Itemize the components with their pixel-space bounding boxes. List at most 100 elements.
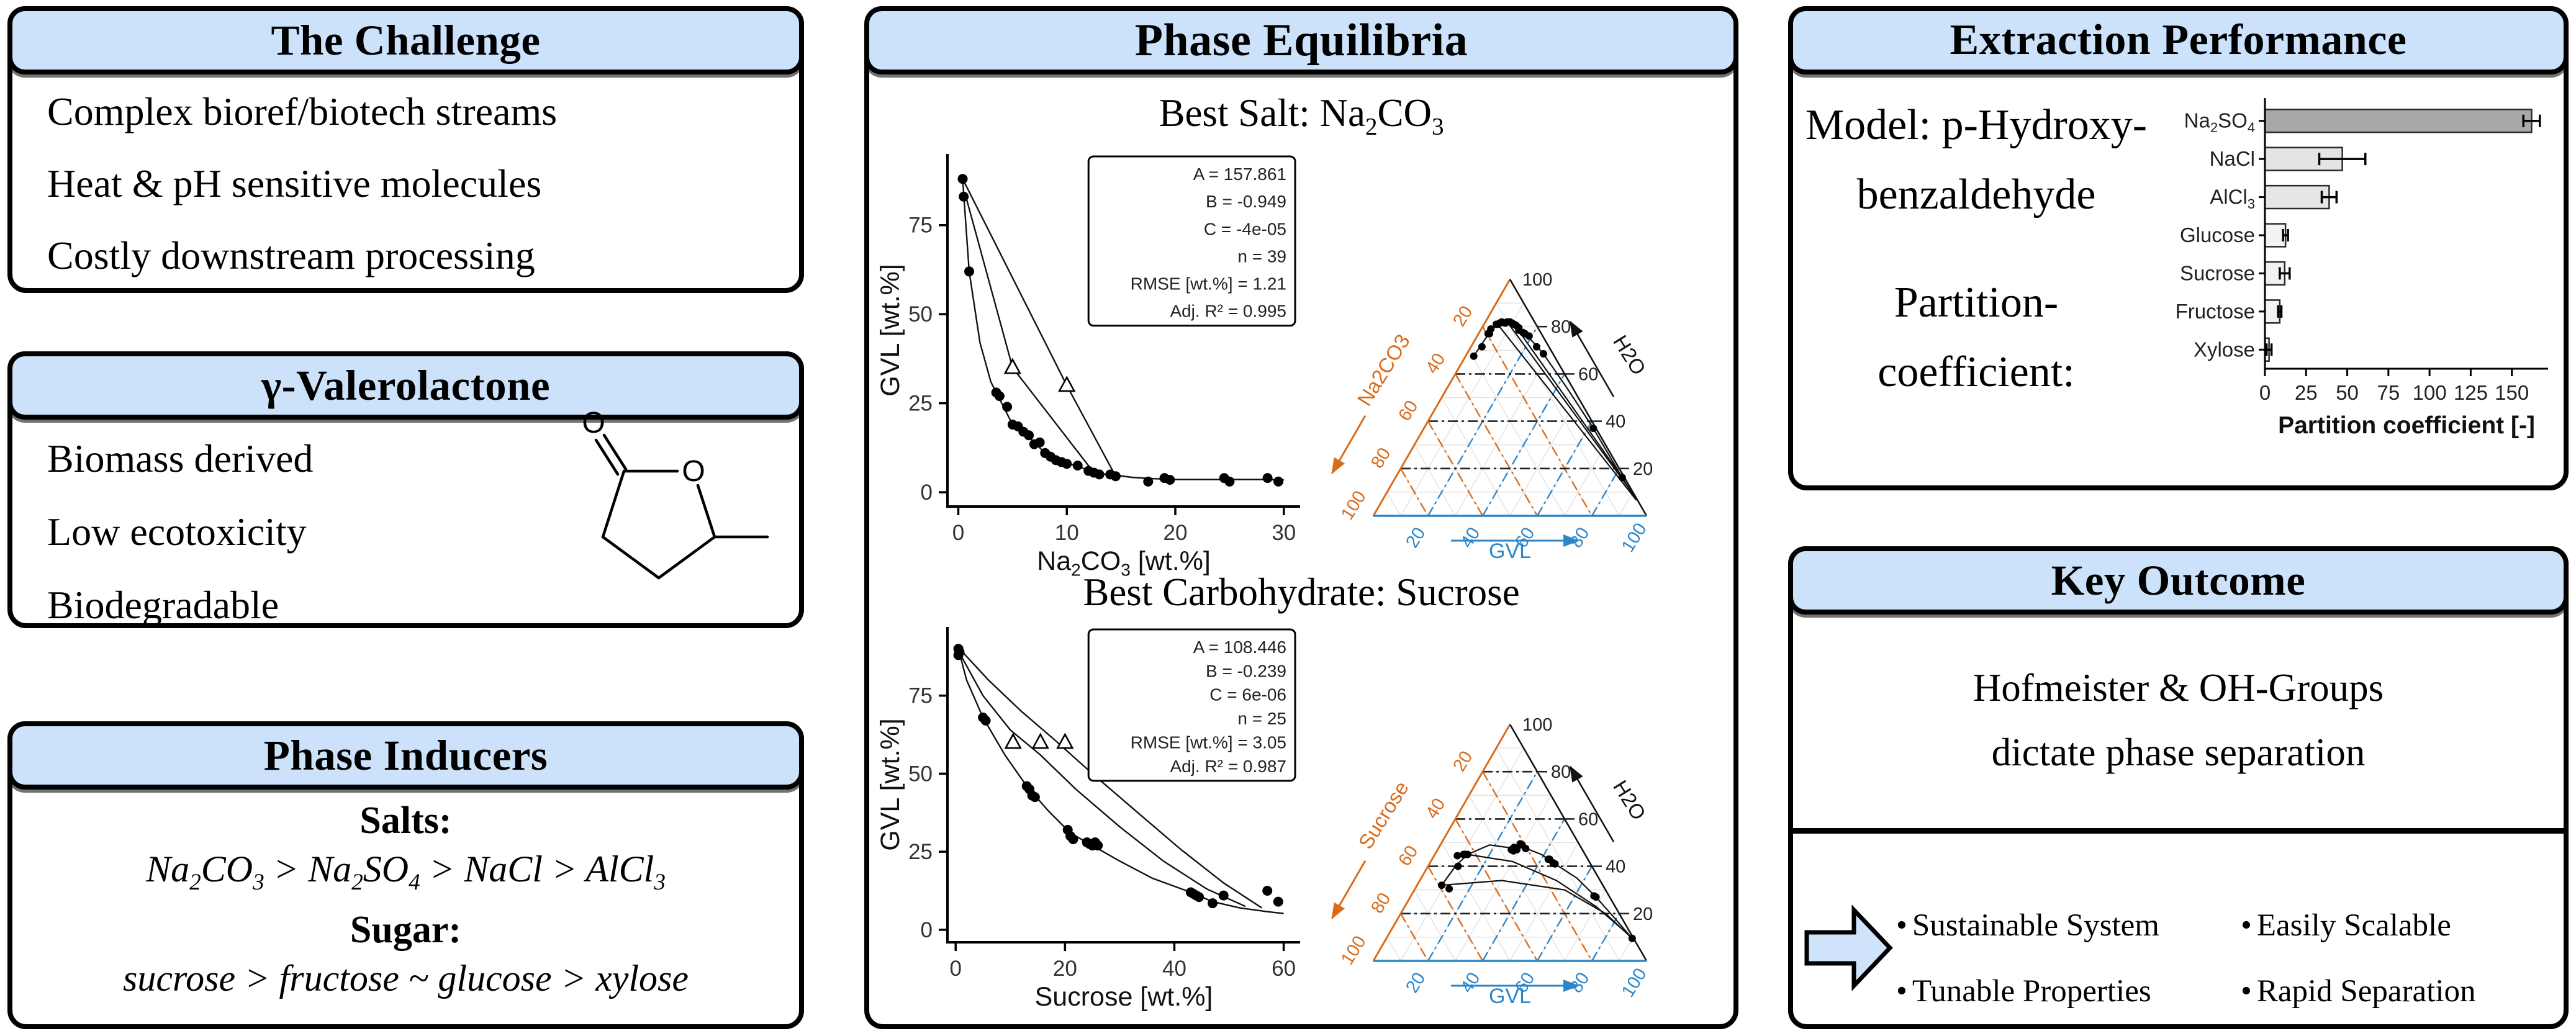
svg-text:Sucrose: Sucrose (1354, 777, 1413, 853)
svg-text:80: 80 (1367, 444, 1394, 472)
svg-text:40: 40 (1422, 795, 1449, 822)
panel-the-challenge: The Challenge Complex bioref/biotech str… (7, 6, 804, 293)
challenge-list: Complex bioref/biotech streams Heat & pH… (12, 76, 799, 292)
svg-text:50: 50 (2336, 381, 2359, 404)
svg-text:60: 60 (1578, 809, 1598, 829)
svg-text:20: 20 (1449, 747, 1476, 775)
svg-text:20: 20 (1402, 524, 1429, 551)
svg-text:GVL [wt.%]: GVL [wt.%] (875, 718, 905, 850)
chart-salt-binodal: 0 10 20 30 0 25 50 75 Na2CO3 [wt.%] GVL [wt.%] A =… (874, 144, 1309, 582)
svg-text:Xylose: Xylose (2194, 338, 2255, 361)
svg-text:Sucrose: Sucrose (2180, 261, 2255, 284)
sugar-ranking-formula: sucrose > fructose ~ glucose > xylose (122, 958, 689, 999)
extraction-model-text: Model: p-Hydroxy- benzaldehyde Partition… (1797, 91, 2156, 407)
gvl-item-1: Biomass derived (47, 436, 314, 480)
panel-header-extraction: Extraction Performance (1788, 6, 2569, 74)
svg-text:0: 0 (949, 957, 961, 981)
svg-text:30: 30 (1272, 521, 1296, 545)
benefit-item-1: • Sustainable System (1896, 908, 2159, 943)
partition-line-1: Partition- (1894, 279, 2059, 327)
svg-text:20: 20 (1633, 459, 1653, 479)
svg-text:Adj. R² = 0.987: Adj. R² = 0.987 (1170, 757, 1286, 776)
svg-text:100: 100 (1522, 715, 1552, 735)
panel-phase-equilibria: Phase Equilibria Best Salt: Na2CO3 0 10 20… (864, 6, 1738, 1029)
svg-text:25: 25 (2295, 381, 2318, 404)
salt-binodal-plot: 0 10 20 30 0 25 50 75 Na2CO3 [wt.%] GVL [wt.%] A =… (875, 154, 1300, 580)
subtitle-best-carbohydrate: Best Carbohydrate: Sucrose (1083, 570, 1520, 614)
panel-header-gvl: γ-Valerolactone (7, 351, 804, 420)
svg-text:40: 40 (1457, 969, 1484, 996)
challenge-item-2: Heat & pH sensitive molecules (47, 161, 542, 205)
svg-text:100: 100 (1337, 932, 1370, 968)
svg-text:RMSE [wt.%] = 3.05: RMSE [wt.%] = 3.05 (1131, 732, 1286, 752)
svg-text:80: 80 (1566, 969, 1593, 996)
svg-text:Fructose: Fructose (2176, 300, 2255, 323)
svg-text:25: 25 (908, 840, 933, 864)
svg-text:C = -4e-05: C = -4e-05 (1204, 219, 1286, 238)
svg-text:20: 20 (1053, 957, 1077, 981)
svg-text:40: 40 (1162, 957, 1186, 981)
chart-partition-coefficient-bar: Na2SO4 NaCl AlCl3 Glucose Sucrose Fructose Xyl… (2158, 84, 2562, 448)
svg-text:20: 20 (1402, 969, 1429, 996)
svg-text:B = -0.949: B = -0.949 (1206, 192, 1286, 211)
svg-text:0: 0 (2259, 381, 2271, 404)
gvl-item-3: Biodegradable (47, 583, 279, 627)
bullet-dot: • (2241, 908, 2252, 943)
svg-text:0: 0 (921, 918, 933, 942)
panel-gamma-valerolactone: γ-Valerolactone Biomass derived Low ecot… (7, 351, 804, 628)
svg-text:GVL [wt.%]: GVL [wt.%] (875, 264, 905, 396)
svg-text:n = 39: n = 39 (1237, 246, 1286, 266)
svg-text:60: 60 (1578, 364, 1598, 384)
gvl-molecule-structure: O O (582, 407, 769, 580)
benefit-list: • Sustainable System • Easily Scalable • Tu… (1896, 908, 2557, 1009)
svg-text:100: 100 (2413, 381, 2447, 404)
salts-ranking-label: Salts: (359, 800, 452, 842)
svg-text:GVL: GVL (1489, 539, 1531, 563)
svg-text:75: 75 (908, 684, 933, 708)
ring-oxygen-label: O (682, 455, 705, 488)
svg-text:A = 108.446: A = 108.446 (1193, 637, 1286, 657)
svg-text:25: 25 (908, 392, 933, 416)
panel-title-phase-equilibria: Phase Equilibria (1134, 14, 1468, 66)
svg-text:Adj. R² = 0.995: Adj. R² = 0.995 (1170, 302, 1286, 321)
benefit-item-3: • Tunable Properties (1896, 974, 2151, 1009)
svg-text:125: 125 (2454, 381, 2488, 404)
gvl-list: Biomass derived Low ecotoxicity Biodegra… (12, 422, 459, 642)
panel-title-phase-inducers: Phase Inducers (263, 731, 548, 779)
chart-sucrose-binodal: 0 20 40 60 0 25 50 75 Sucrose [wt.%] GVL [wt.%] A … (874, 617, 1309, 1017)
outcome-divider (1788, 828, 2569, 834)
svg-text:20: 20 (1164, 521, 1188, 545)
svg-text:40: 40 (1422, 349, 1449, 377)
svg-text:0: 0 (952, 521, 964, 545)
svg-text:80: 80 (1367, 890, 1394, 917)
panel-phase-inducers: Phase Inducers Salts: Na2CO3 > Na2SO4 > … (7, 721, 804, 1029)
bullet-dot: • (1896, 974, 1907, 1009)
panel-header-the-challenge: The Challenge (7, 6, 804, 74)
svg-text:Na2CO3 [wt.%]: Na2CO3 [wt.%] (1037, 546, 1211, 579)
benefit-item-2: • Easily Scalable (2241, 908, 2451, 943)
chart-sucrose-ternary: 20 20 20 40 40 40 60 60 60 80 80 80 100 100 100 Sucrose… (1299, 612, 1733, 1019)
partition-bar-plot: Na2SO4 NaCl AlCl3 Glucose Sucrose Fructose Xyl… (2176, 98, 2548, 439)
panel-title-gvl: γ-Valerolactone (261, 361, 551, 409)
chart-salt-ternary: 20 20 20 40 40 40 60 60 60 80 80 80 100 100 100 Na2CO3 H… (1299, 158, 1733, 574)
svg-text:40: 40 (1606, 412, 1625, 432)
salts-ranking-formula: Na2CO3 > Na2SO4 > NaCl > AlCl3 (146, 849, 666, 895)
bullet-dot: • (1896, 908, 1907, 943)
svg-text:100: 100 (1522, 270, 1552, 290)
challenge-item-3: Costly downstream processing (47, 233, 535, 277)
svg-text:80: 80 (1551, 762, 1571, 782)
svg-text:75: 75 (908, 214, 933, 238)
svg-text:C = 6e-06: C = 6e-06 (1209, 685, 1286, 705)
panel-header-phase-equilibria: Phase Equilibria (864, 6, 1738, 74)
svg-text:A = 157.861: A = 157.861 (1193, 164, 1286, 184)
sugar-ranking-label: Sugar: (350, 909, 462, 951)
statement-line-1: Hofmeister & OH-Groups (1973, 666, 2384, 709)
svg-text:RMSE [wt.%] = 1.21: RMSE [wt.%] = 1.21 (1131, 274, 1286, 294)
svg-text:H2O: H2O (1609, 776, 1650, 824)
svg-text:40: 40 (1606, 857, 1625, 877)
svg-text:10: 10 (1055, 521, 1079, 545)
svg-text:100: 100 (1337, 487, 1370, 523)
panel-key-outcome: Key Outcome Hofmeister & OH-Groups dicta… (1788, 546, 2569, 1029)
